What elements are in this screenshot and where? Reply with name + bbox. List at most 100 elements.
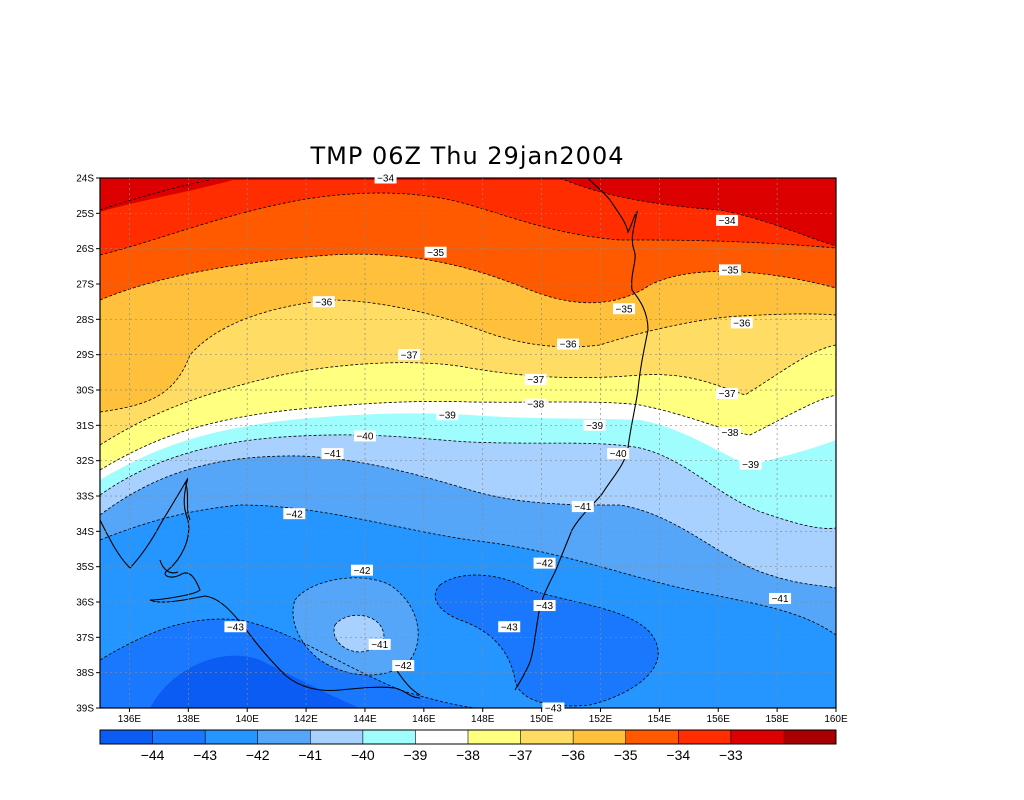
- contour-label: −35: [613, 303, 636, 315]
- contour-label-box: [613, 303, 636, 315]
- tick-label-lon: 148E: [471, 714, 495, 725]
- legend-swatch: [310, 730, 364, 744]
- contour-label: −41: [571, 501, 594, 513]
- tick-label-lon: 136E: [118, 714, 142, 725]
- contour-label: −43: [542, 702, 565, 715]
- coastline-gulf: [184, 481, 191, 521]
- tick-label-lon: 156E: [707, 714, 731, 725]
- tick-label-lat: 37S: [76, 633, 94, 644]
- contour-label-box: [283, 508, 306, 520]
- contour-minus-37: [100, 299, 836, 413]
- legend-label: −34: [666, 747, 690, 763]
- tick-label-lon: 160E: [824, 714, 848, 725]
- legend-swatch: [783, 730, 837, 744]
- legend-label: −42: [246, 747, 270, 763]
- contour-label-text: −41: [772, 594, 789, 605]
- contour-label-box: [436, 409, 459, 421]
- contour-label: −39: [583, 419, 606, 432]
- tick-label-lat: 39S: [76, 704, 94, 715]
- contour-label-text: −41: [574, 502, 591, 513]
- contour-minus-43-south: [434, 574, 659, 707]
- contour-label-text: −42: [286, 509, 303, 520]
- contour-label-box: [224, 621, 247, 633]
- legend-swatch: [205, 730, 259, 744]
- temperature-bands: [100, 178, 836, 708]
- contour-minus-42: [100, 504, 836, 636]
- contour-label-text: −42: [354, 566, 371, 577]
- tick-label-lat: 24S: [76, 174, 94, 185]
- contour-label: −43: [498, 621, 521, 633]
- contour-label-text: −34: [377, 174, 394, 185]
- legend-swatch: [625, 730, 679, 744]
- color-legend: −44 −43 −42 −41 −40 −39 −38 −37 −36 −35 −34 −33: [99, 729, 837, 763]
- legend-label: −41: [298, 747, 322, 763]
- contour-label-text: −36: [560, 340, 577, 351]
- band-coldest-south: [435, 574, 659, 706]
- contour-label-text: −38: [527, 400, 544, 411]
- legend-swatch: [573, 730, 627, 744]
- contour-label-box: [716, 214, 739, 226]
- contour-label: −35: [424, 246, 447, 259]
- contour-label: −38: [719, 426, 742, 439]
- contour-label: −37: [398, 349, 421, 361]
- coastline-southwest-inlet: [159, 559, 179, 574]
- contour-label: −41: [368, 638, 391, 651]
- contour-label: −38: [524, 398, 547, 411]
- tick-label-lat: 34S: [76, 527, 94, 538]
- legend-label: −44: [141, 747, 165, 763]
- contour-label-box: [557, 338, 580, 350]
- grid: [100, 178, 836, 708]
- contour-label: −42: [283, 508, 306, 520]
- contour-label: −36: [557, 338, 580, 351]
- contour-label-text: −36: [733, 318, 750, 329]
- contour-label-box: [368, 638, 391, 650]
- tick-label-lon: 146E: [412, 714, 436, 725]
- contour-label: −37: [524, 373, 547, 386]
- contour-label-text: −41: [324, 449, 341, 460]
- band-coldest-core: [150, 655, 360, 708]
- legend-swatch: [362, 730, 416, 744]
- contour-label-text: −39: [742, 460, 759, 471]
- contour-label: −34: [716, 214, 739, 227]
- tick-label-lat: 30S: [76, 386, 94, 397]
- contour-minus-43-west: [100, 618, 500, 708]
- contour-label-text: −41: [371, 640, 388, 651]
- contour-label: −40: [607, 448, 630, 460]
- contour-label-box: [542, 702, 565, 714]
- legend-label: −43: [193, 747, 217, 763]
- band-minus-33-northwest: [100, 178, 240, 212]
- contour-label-box: [424, 246, 447, 258]
- legend-label: −33: [719, 747, 743, 763]
- contour-label-box: [524, 373, 547, 385]
- contour-labels: −34 −34 −35 −35 −35 −36 −36 −36 −37 −37 −37 −38 −38 −…: [224, 172, 792, 715]
- contour-minus-40: [100, 434, 836, 529]
- contour-label: −42: [351, 564, 374, 577]
- contour-label-text: −43: [536, 601, 553, 612]
- contour-label-text: −35: [616, 304, 633, 315]
- contour-minus-42-pocket: [292, 577, 419, 676]
- contour-label-box: [498, 621, 521, 633]
- tick-label-lat: 29S: [76, 350, 94, 361]
- legend-swatch: [468, 730, 522, 744]
- contour-label: −39: [739, 458, 762, 471]
- contour-label-box: [739, 458, 762, 470]
- tick-label-lon: 138E: [177, 714, 201, 725]
- contour-label-text: −35: [722, 265, 739, 276]
- tick-label-lat: 31S: [76, 421, 94, 432]
- contour-label-box: [398, 349, 421, 361]
- tick-label-lon: 158E: [765, 714, 789, 725]
- contour-label-text: −42: [536, 559, 553, 570]
- contour-minus-38: [100, 344, 836, 446]
- contour-label-text: −43: [545, 704, 562, 715]
- contour-label-text: −36: [315, 297, 332, 308]
- tick-label-lon: 142E: [294, 714, 318, 725]
- contour-label: −36: [312, 296, 335, 308]
- legend-label: −39: [404, 747, 428, 763]
- contour-label-box: [353, 430, 376, 442]
- contour-label-text: −37: [401, 350, 418, 361]
- tick-label-lat: 28S: [76, 315, 94, 326]
- contour-label: −40: [353, 430, 376, 443]
- legend-swatch: [415, 730, 469, 744]
- contour-label-box: [730, 317, 753, 329]
